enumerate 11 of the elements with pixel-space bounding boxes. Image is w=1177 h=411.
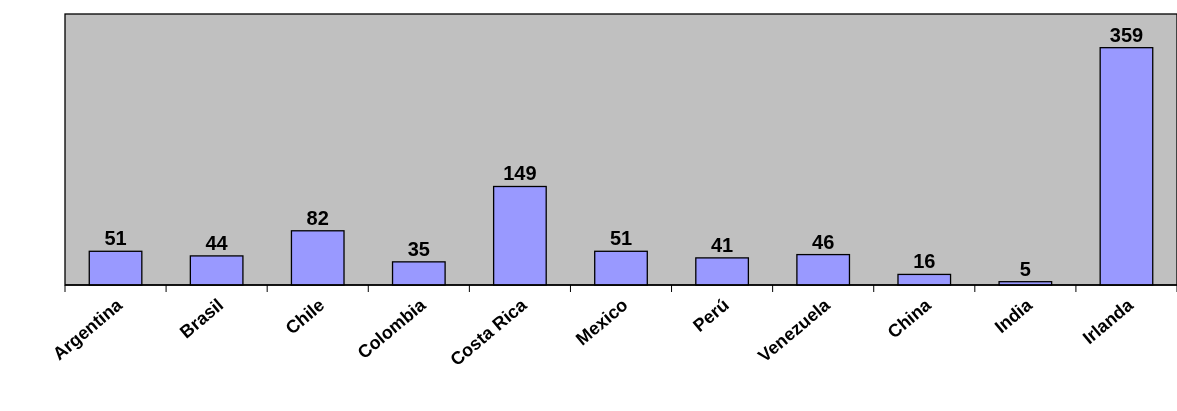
data-label: 35	[407, 237, 430, 260]
data-label: 16	[913, 250, 936, 273]
data-label: 44	[205, 231, 229, 254]
data-label: 359	[1109, 23, 1144, 46]
data-label: 82	[306, 206, 329, 229]
data-label: 5	[1019, 257, 1031, 280]
data-label: 46	[812, 230, 835, 253]
data-label: 51	[609, 227, 633, 250]
data-label: 149	[503, 162, 537, 185]
data-label: 51	[104, 227, 127, 250]
data-label: 41	[710, 233, 734, 256]
